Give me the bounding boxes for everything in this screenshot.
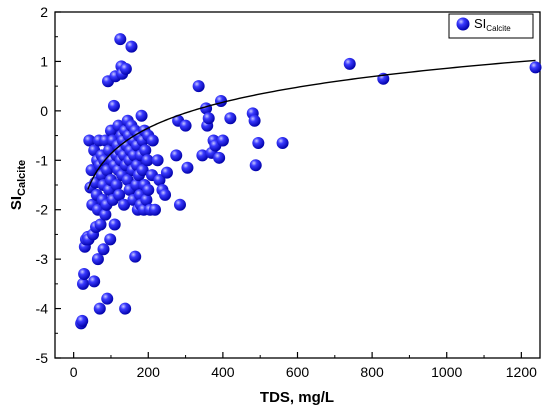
legend-marker xyxy=(456,17,470,31)
data-point xyxy=(91,253,104,266)
legend-label-main: SI xyxy=(474,16,486,31)
data-point xyxy=(141,154,154,167)
y-axis-title-subscript: Calcite xyxy=(16,160,28,196)
data-point xyxy=(94,218,107,231)
data-point xyxy=(153,174,166,187)
y-tick-label: -3 xyxy=(36,251,49,267)
data-point xyxy=(160,166,173,179)
x-tick-label: 200 xyxy=(137,364,161,380)
data-point xyxy=(118,198,131,211)
data-point xyxy=(192,80,205,93)
data-point xyxy=(224,112,237,125)
y-tick-label: -4 xyxy=(36,301,49,317)
data-point xyxy=(108,218,121,231)
data-point xyxy=(202,112,215,125)
data-point xyxy=(99,208,112,221)
data-point xyxy=(129,250,142,263)
legend-label: SICalcite xyxy=(474,16,511,33)
data-point xyxy=(276,136,289,149)
data-point xyxy=(130,179,143,191)
data-point xyxy=(136,164,149,177)
data-point xyxy=(139,144,152,157)
data-point xyxy=(252,136,265,149)
data-point xyxy=(196,149,209,162)
data-point xyxy=(119,62,132,75)
data-point xyxy=(76,314,89,327)
data-point xyxy=(159,188,172,201)
data-point xyxy=(146,134,159,147)
x-tick-label: 600 xyxy=(286,364,310,380)
data-point xyxy=(88,275,101,288)
data-point xyxy=(343,57,356,70)
x-tick-label: 1200 xyxy=(506,364,537,380)
data-point xyxy=(125,40,138,53)
y-tick-label: -5 xyxy=(36,350,49,366)
data-point xyxy=(148,203,161,216)
data-point xyxy=(248,114,261,127)
trend-curve xyxy=(87,59,536,190)
data-point xyxy=(114,33,127,46)
data-point xyxy=(142,183,155,196)
legend: SICalcite xyxy=(448,13,534,39)
data-point xyxy=(249,159,262,172)
data-point xyxy=(78,267,91,280)
data-point xyxy=(76,277,89,290)
x-axis: 0 200 400 600 800 1000 1200 xyxy=(70,352,537,380)
data-point xyxy=(216,134,229,147)
data-point xyxy=(179,119,192,132)
data-point xyxy=(170,149,183,162)
data-point xyxy=(97,243,110,256)
data-point xyxy=(140,193,153,206)
data-point xyxy=(213,151,226,164)
data-point xyxy=(173,198,186,211)
y-tick-label: 2 xyxy=(40,4,48,20)
y-tick-label: 0 xyxy=(40,103,48,119)
data-point xyxy=(93,302,106,315)
x-tick-label: 1000 xyxy=(431,364,462,380)
y-tick-label: -2 xyxy=(36,202,49,218)
y-axis: -5 -4 -3 -2 -1 0 1 2 xyxy=(36,4,61,366)
data-point xyxy=(104,233,117,246)
data-point xyxy=(113,188,126,201)
y-tick-label: 1 xyxy=(40,53,48,69)
legend-label-subscript: Calcite xyxy=(486,24,511,33)
data-point xyxy=(181,161,194,174)
data-point xyxy=(107,99,120,112)
data-point xyxy=(83,134,96,147)
data-point xyxy=(151,154,164,167)
x-tick-label: 800 xyxy=(360,364,384,380)
y-tick-label: -1 xyxy=(36,152,49,168)
data-point xyxy=(529,61,542,74)
x-axis-title: TDS, mg/L xyxy=(260,389,334,406)
data-point xyxy=(110,179,123,191)
data-point xyxy=(215,94,228,107)
x-tick-label: 400 xyxy=(211,364,235,380)
data-point xyxy=(101,292,114,305)
y-axis-title: SICalcite xyxy=(8,160,28,210)
x-tick-label: 0 xyxy=(70,364,78,380)
data-points xyxy=(75,33,542,330)
data-point xyxy=(119,302,132,315)
data-point xyxy=(135,109,148,122)
y-axis-title-main: SI xyxy=(8,196,25,210)
